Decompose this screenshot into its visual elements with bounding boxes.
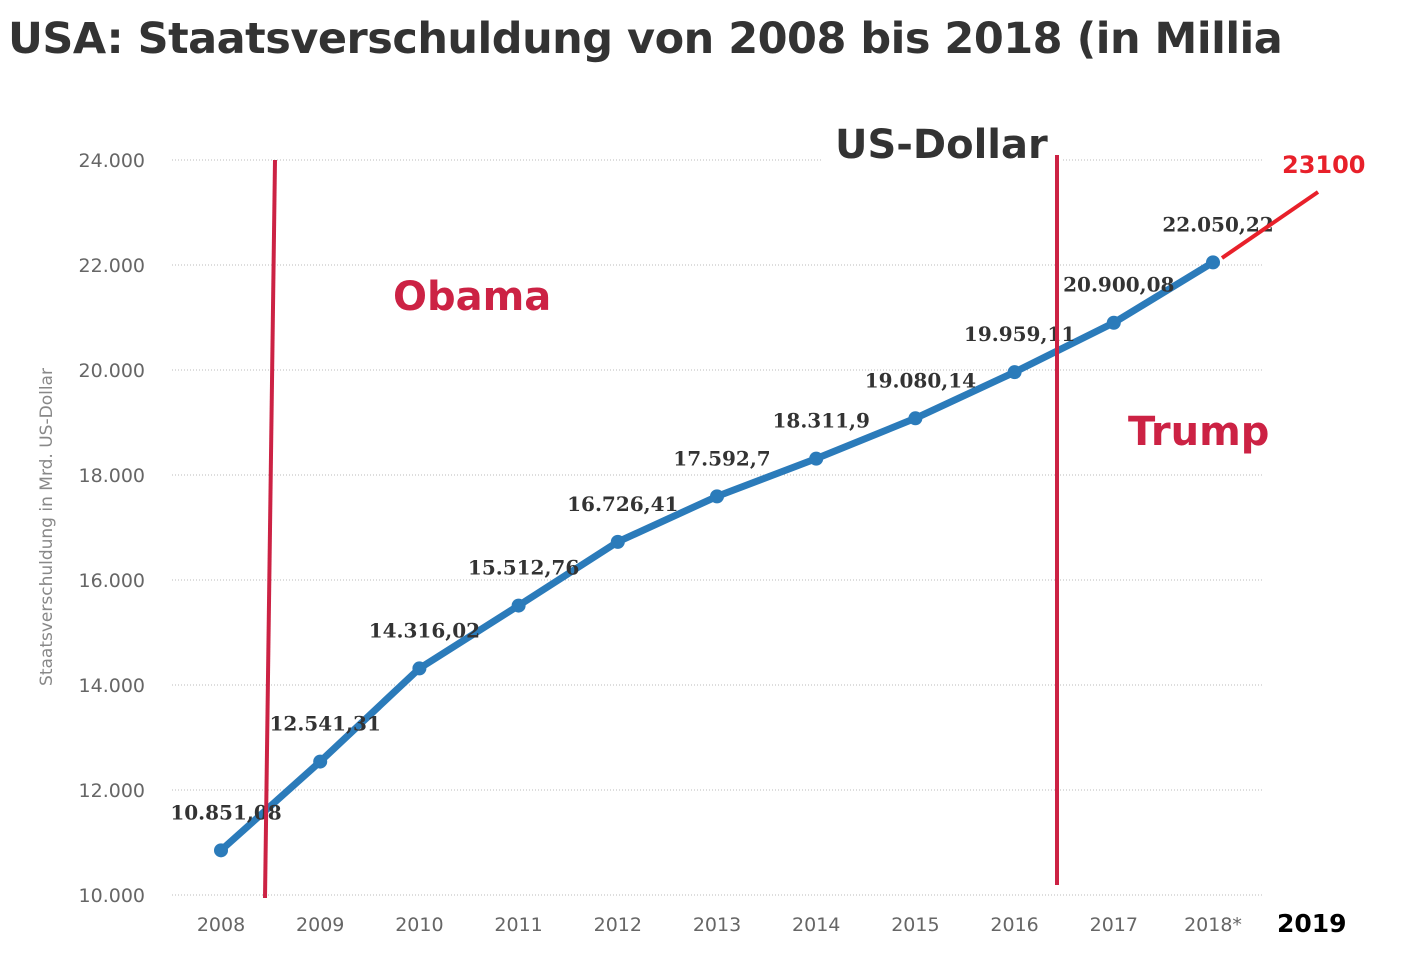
data-label: 12.541,31: [270, 712, 381, 736]
x-axis-ticks: 2008 2009 2010 2011 2012 2013 2014 2015 2016 2017…: [197, 914, 1242, 936]
data-point: [610, 534, 625, 549]
data-point: [214, 843, 228, 858]
x-tick-label: 2015: [891, 914, 939, 936]
data-label: 15.512,76: [468, 556, 579, 580]
title-overlay-usdollar: US-Dollar: [835, 122, 1048, 168]
x-tick-label: 2016: [990, 914, 1038, 936]
data-point: [412, 661, 427, 676]
data-label: 10.851,08: [170, 800, 281, 824]
data-label: 16.726,41: [567, 492, 678, 516]
y-axis-ticks: 10.000 12.000 14.000 16.000 18.000 20.000 22.0…: [79, 150, 145, 907]
data-label: 22.050,22: [1162, 212, 1273, 236]
data-labels: 10.851,08 12.541,31 14.316,02 15.512,76 16.7…: [170, 212, 1273, 824]
projection-value-label: 23100: [1282, 151, 1366, 179]
obama-start-line: [263, 159, 277, 899]
data-label: 14.316,02: [369, 618, 480, 642]
data-point: [511, 598, 526, 613]
data-label: 18.311,9: [772, 409, 869, 433]
x-tick-label: 2010: [395, 914, 443, 936]
y-tick-label: 24.000: [79, 150, 145, 172]
data-label: 20.900,08: [1063, 273, 1174, 297]
data-label: 19.080,14: [865, 368, 976, 392]
x-tick-label: 2014: [792, 914, 840, 936]
data-point: [313, 754, 328, 769]
y-tick-label: 18.000: [79, 465, 145, 487]
projection-year-label: 2019: [1277, 909, 1347, 938]
x-tick-label: 2012: [594, 914, 642, 936]
data-point: [710, 489, 724, 504]
y-tick-label: 16.000: [79, 570, 145, 592]
y-tick-label: 14.000: [79, 675, 145, 697]
x-tick-label: 2018*: [1184, 914, 1242, 936]
data-point: [1106, 315, 1121, 330]
x-tick-label: 2013: [693, 914, 741, 936]
data-label: 17.592,7: [673, 446, 770, 470]
y-tick-label: 22.000: [79, 255, 145, 277]
data-point: [908, 411, 923, 426]
chart-title: USA: Staatsverschuldung von 2008 bis 201…: [8, 14, 1283, 64]
data-point: [1206, 255, 1220, 270]
y-axis-label: Staatsverschuldung in Mrd. US-Dollar: [37, 368, 57, 686]
y-tick-label: 12.000: [79, 780, 145, 802]
gridlines: [172, 159, 1262, 896]
series-line: [214, 255, 1220, 858]
x-tick-label: 2011: [494, 914, 542, 936]
series-line-path: [218, 259, 1215, 853]
projection-line: [1220, 190, 1320, 260]
y-tick-label: 10.000: [79, 885, 145, 907]
y-tick-label: 20.000: [79, 360, 145, 382]
obama-label: Obama: [393, 274, 551, 320]
x-tick-label: 2017: [1090, 914, 1138, 936]
data-point: [809, 451, 824, 466]
x-tick-label: 2008: [197, 914, 245, 936]
data-point: [1007, 365, 1022, 380]
trump-label: Trump: [1128, 409, 1269, 455]
x-tick-label: 2009: [296, 914, 344, 936]
